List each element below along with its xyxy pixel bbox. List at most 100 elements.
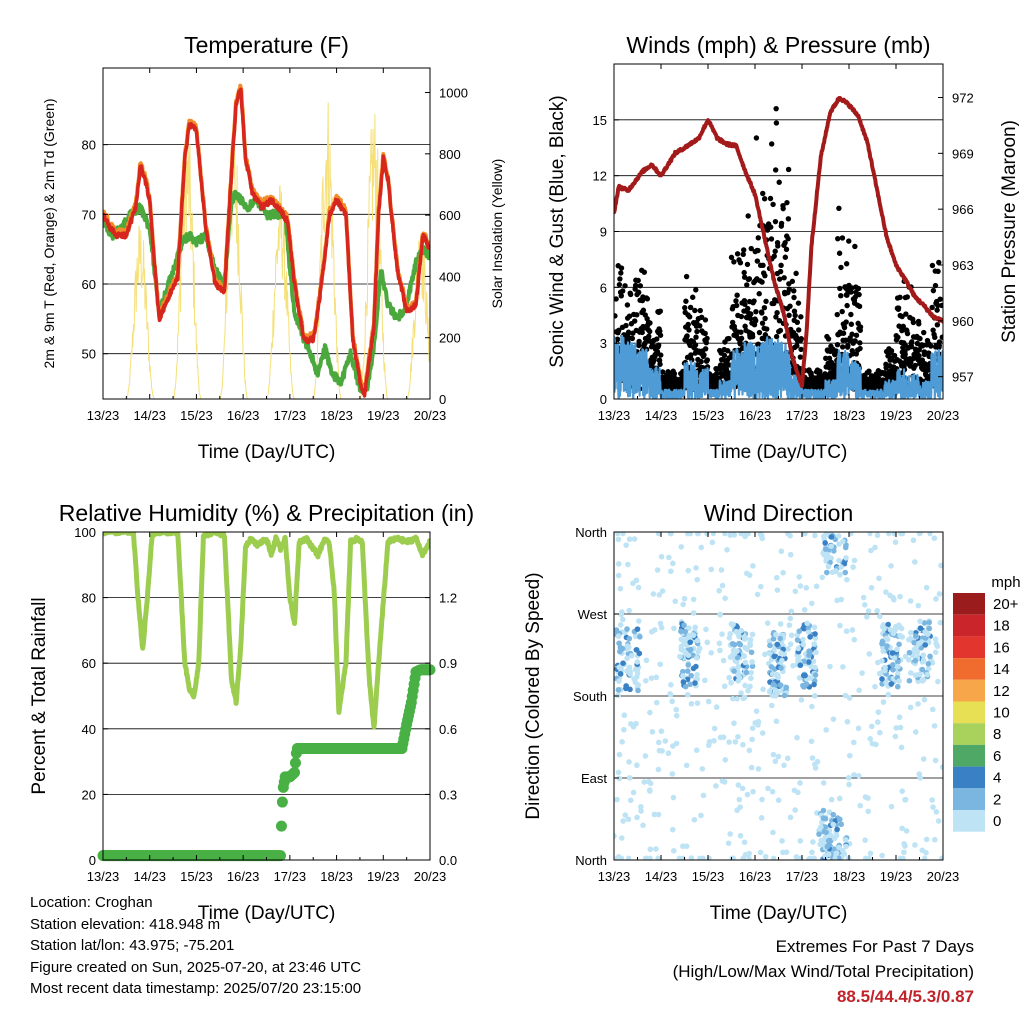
direction-point (795, 645, 802, 652)
gust-point (771, 253, 777, 259)
x-tick-label: 14/23 (133, 869, 166, 884)
direction-point (794, 734, 800, 741)
direction-point (847, 752, 853, 759)
station-info: Location: Croghan Station elevation: 418… (30, 892, 361, 1000)
gust-point (747, 315, 753, 322)
chart-title: Winds (mph) & Pressure (mb) (626, 32, 930, 58)
direction-point (778, 650, 784, 656)
colorbar-swatch (953, 701, 985, 724)
gust-point (921, 329, 927, 336)
direction-point (622, 812, 629, 818)
direction-point (889, 650, 896, 656)
direction-point (694, 671, 700, 678)
gust-point (686, 327, 692, 333)
direction-point (811, 624, 818, 631)
y2-tick-label: 0.9 (439, 656, 457, 671)
gust-point (775, 243, 781, 249)
direction-point (643, 657, 650, 664)
gust-point (755, 235, 761, 241)
direction-point (797, 780, 803, 786)
direction-point (750, 788, 756, 795)
direction-point (634, 626, 641, 632)
direction-point (685, 567, 692, 574)
colorbar-unit: mph (991, 574, 1020, 591)
direction-point (742, 659, 749, 666)
direction-point (695, 648, 702, 655)
gust-point (783, 246, 790, 253)
direction-point (615, 692, 621, 699)
colorbar-swatch (953, 636, 985, 659)
direction-point (711, 737, 717, 744)
direction-point (779, 838, 785, 844)
y2-tick-label: 1.2 (439, 591, 457, 606)
direction-point (906, 649, 913, 656)
direction-point (930, 804, 936, 810)
direction-point (647, 846, 654, 853)
direction-point (934, 643, 941, 650)
direction-point (669, 771, 676, 777)
gust-point (738, 335, 745, 342)
direction-point (825, 563, 832, 570)
gust-point (641, 269, 648, 275)
gust-point (934, 322, 941, 328)
direction-point (759, 730, 766, 736)
direction-point (843, 843, 849, 850)
direction-point (925, 665, 932, 672)
direction-point (682, 683, 689, 690)
x-tick-label: 18/23 (833, 408, 866, 423)
direction-point (693, 747, 700, 754)
direction-point (831, 835, 838, 842)
gust-point (798, 314, 804, 320)
direction-point (868, 547, 874, 554)
direction-point (762, 853, 769, 860)
gust-point (697, 307, 703, 314)
x-axis-label: Time (Day/UTC) (710, 442, 848, 463)
direction-point (828, 861, 834, 867)
direction-point (899, 788, 906, 794)
direction-point (793, 854, 800, 860)
direction-point (836, 844, 842, 851)
direction-point (828, 796, 835, 803)
direction-point (773, 631, 779, 638)
direction-point (824, 843, 831, 850)
direction-point (748, 649, 755, 656)
gust-point (692, 342, 699, 348)
gust-point (751, 298, 757, 304)
gust-point (701, 352, 707, 358)
y2-tick-label: 0.0 (439, 853, 457, 868)
gust-point (657, 361, 663, 367)
direction-point (891, 532, 897, 537)
direction-point (775, 797, 782, 804)
direction-point (888, 563, 894, 569)
direction-point (916, 532, 922, 537)
gust-point (704, 357, 710, 363)
direction-point (813, 649, 819, 656)
direction-point (797, 838, 804, 844)
direction-point (721, 683, 728, 690)
direction-point (658, 553, 665, 560)
x-tick-label: 15/23 (180, 408, 213, 423)
direction-point (919, 666, 926, 673)
colorbar-swatch (953, 658, 985, 680)
direction-point (720, 657, 727, 664)
direction-point (787, 814, 794, 821)
x-tick-label: 14/23 (645, 869, 678, 884)
gust-point (688, 352, 694, 358)
y-axis-label: 2m & 9m T (Red, Orange) & 2m Td (Green) (41, 99, 57, 369)
direction-point (800, 682, 806, 689)
direction-point (828, 534, 835, 540)
gust-point (744, 261, 751, 268)
gust-point (698, 314, 705, 321)
y-tick-label: 15 (593, 113, 607, 128)
direction-point (735, 663, 742, 670)
x-axis-label: Time (Day/UTC) (198, 903, 336, 924)
direction-point (749, 631, 756, 638)
direction-point (641, 779, 648, 785)
direction-point (896, 641, 902, 648)
direction-point (927, 532, 933, 537)
direction-point (684, 668, 691, 674)
direction-point (912, 842, 918, 848)
gust-point (835, 235, 841, 242)
gust-point (895, 334, 901, 341)
